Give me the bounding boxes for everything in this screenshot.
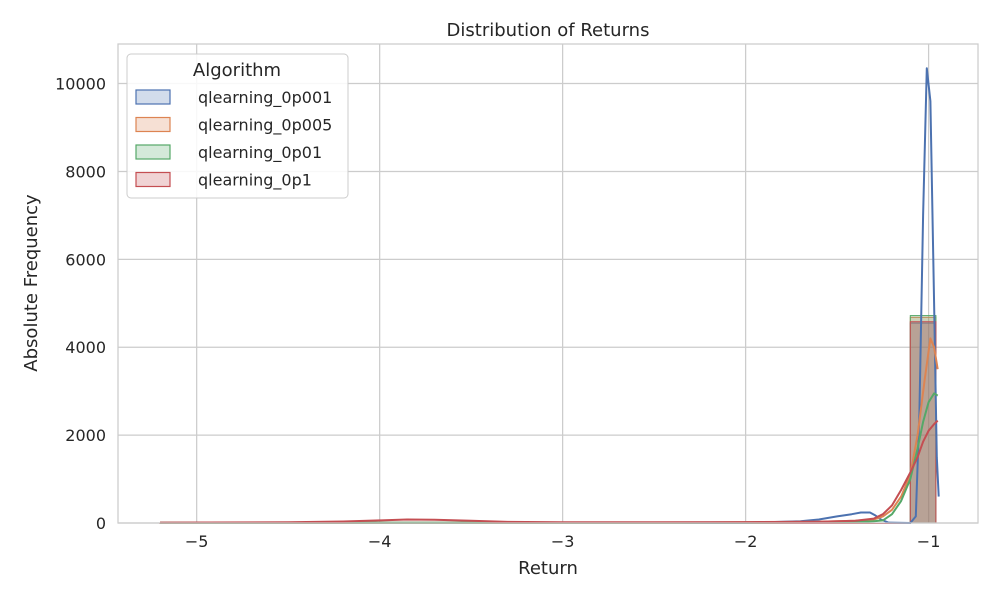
x-tick-label: −5 bbox=[185, 532, 209, 551]
x-tick-label: −2 bbox=[734, 532, 758, 551]
legend: Algorithm qlearning_0p001 qlearning_0p005… bbox=[126, 53, 349, 199]
grid-lines bbox=[118, 44, 978, 524]
legend-label: qlearning_0p005 bbox=[198, 116, 332, 136]
chart-title: Distribution of Returns bbox=[447, 20, 650, 41]
y-tick-label: 4000 bbox=[65, 338, 106, 357]
y-tick-label: 8000 bbox=[65, 162, 106, 181]
x-axis-label: Return bbox=[518, 558, 578, 579]
y-tick-label: 10000 bbox=[55, 75, 106, 94]
y-tick-label: 6000 bbox=[65, 250, 106, 269]
legend-title: Algorithm bbox=[193, 60, 281, 81]
y-tick-labels: 0 2000 4000 6000 8000 10000 bbox=[55, 75, 106, 533]
x-tick-label: −4 bbox=[368, 532, 392, 551]
x-tick-labels: −5 −4 −3 −2 −1 bbox=[185, 532, 941, 551]
x-tick-label: −3 bbox=[551, 532, 575, 551]
plot-frame bbox=[117, 43, 979, 524]
legend-swatch bbox=[135, 116, 171, 133]
kde-line-qlearning_0p001 bbox=[160, 67, 940, 524]
x-tick-label: −1 bbox=[917, 532, 941, 551]
kde-line-qlearning_0p01 bbox=[160, 392, 939, 524]
legend-swatch bbox=[135, 171, 171, 188]
legend-label: qlearning_0p1 bbox=[198, 171, 312, 191]
legend-swatch bbox=[135, 144, 171, 160]
legend-swatch bbox=[135, 89, 171, 105]
y-tick-label: 2000 bbox=[65, 426, 106, 445]
kde-line-qlearning_0p1 bbox=[160, 419, 939, 524]
legend-label: qlearning_0p01 bbox=[198, 143, 322, 163]
kde-curves bbox=[160, 67, 940, 524]
y-axis-label: Absolute Frequency bbox=[21, 194, 42, 372]
y-tick-label: 0 bbox=[96, 514, 106, 533]
legend-label: qlearning_0p001 bbox=[198, 88, 332, 108]
legend-box bbox=[126, 53, 349, 199]
